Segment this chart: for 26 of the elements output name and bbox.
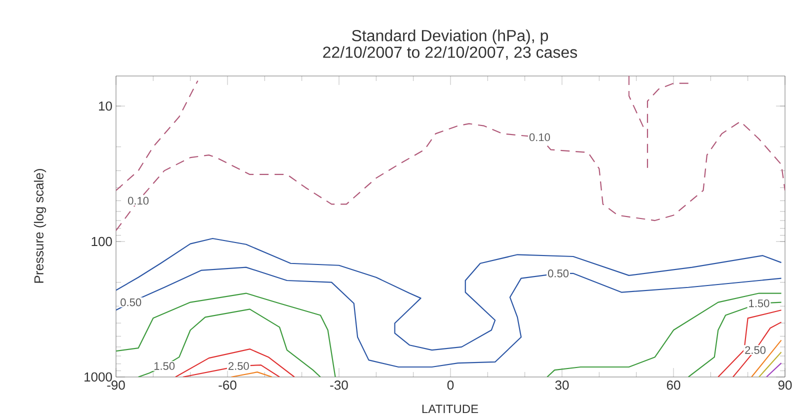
x-tick-label: -30 [330, 380, 348, 390]
x-tick-label: 90 [778, 380, 792, 390]
y-tick-label: 10 [99, 101, 112, 111]
y-tick-label: 1000 [84, 372, 112, 382]
chart-subtitle: 22/10/2007 to 22/10/2007, 23 cases [323, 46, 578, 60]
x-tick-label: 60 [666, 380, 680, 390]
line-series [116, 266, 782, 368]
line-series [116, 292, 336, 377]
line-series [546, 292, 782, 377]
x-tick-label: -60 [218, 380, 236, 390]
x-tick-label: 0 [447, 380, 454, 390]
y-tick-label: 100 [92, 236, 112, 246]
annotation: 0.10 [529, 133, 550, 142]
line-series [174, 348, 295, 377]
line-series [116, 80, 198, 192]
line-series [138, 308, 321, 377]
y-axis-title: Pressure (log scale) [34, 169, 46, 283]
chart-title: Standard Deviation (hPa), p [352, 30, 548, 44]
line-series [646, 82, 689, 170]
x-axis-title: LATITUDE [422, 404, 478, 414]
annotation: 0.10 [128, 196, 149, 205]
x-tick-label: -90 [107, 380, 125, 390]
x-tick-label: 30 [555, 380, 569, 390]
line-series [718, 310, 782, 377]
line-series [116, 120, 786, 232]
line-series [732, 322, 782, 377]
